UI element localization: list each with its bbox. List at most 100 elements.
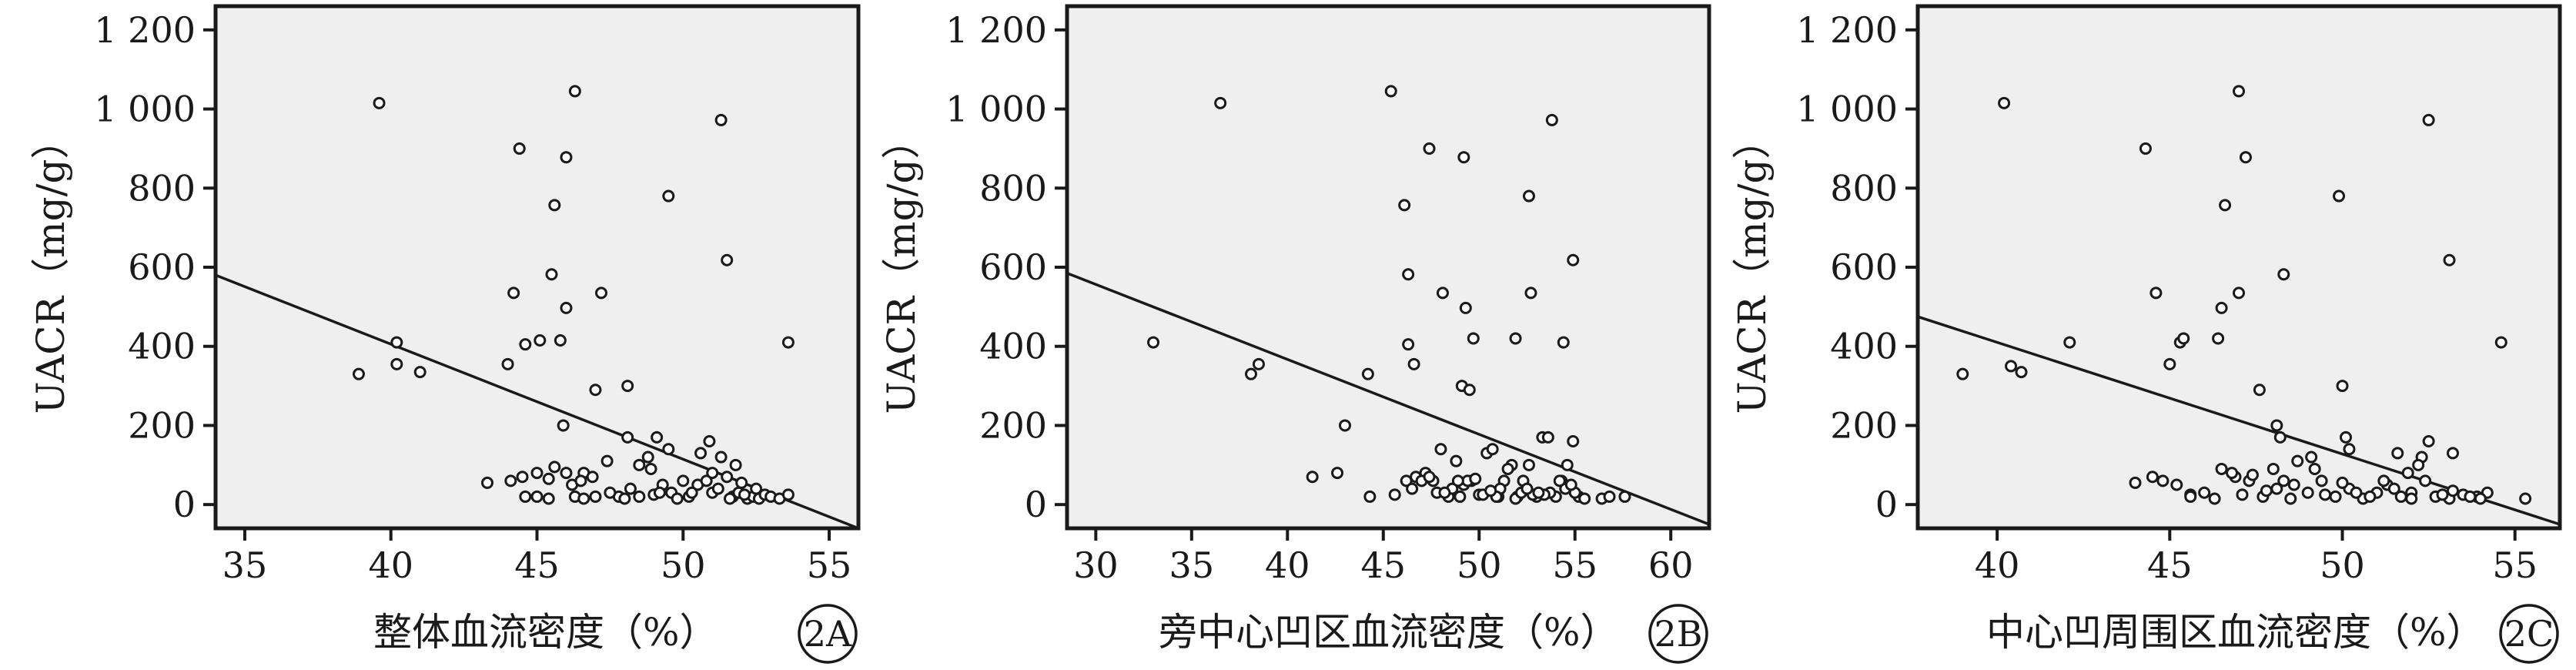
scatter-point: [2170, 478, 2183, 491]
y-tick-label: 200: [979, 404, 1047, 446]
scatter-point: [2129, 476, 2142, 489]
scatter-point: [1252, 357, 1265, 370]
scatter-point: [644, 462, 657, 475]
x-tick-label: 50: [661, 544, 706, 586]
scatter-point: [2350, 486, 2363, 499]
scatter-point: [738, 488, 751, 501]
scatter-point: [519, 338, 532, 351]
panel-tag-2a: 2A: [798, 604, 858, 664]
scatter-point: [2333, 189, 2346, 203]
scatter-point: [1457, 151, 1470, 164]
scatter-point: [1436, 286, 1449, 300]
x-tick-label: 40: [368, 544, 413, 586]
scatter-point: [1361, 367, 1374, 380]
scatter-point: [560, 467, 573, 480]
scatter-point: [530, 490, 544, 503]
panel-tag-label-2c: 2C: [2504, 613, 2554, 655]
scatter-point: [2156, 474, 2170, 487]
x-tick-label: 40: [1265, 544, 1310, 586]
scatter-point: [700, 474, 713, 487]
panel-tag-2c: 2C: [2499, 604, 2559, 664]
scatter-point: [534, 334, 547, 347]
scatter-point: [1423, 142, 1436, 155]
scatter-point: [586, 471, 599, 484]
scatter-point: [1423, 471, 1436, 484]
points-2a: [352, 85, 795, 505]
scatter-point: [2391, 447, 2404, 460]
panel-tag-label-2a: 2A: [804, 613, 852, 655]
scatter-point: [2343, 443, 2356, 456]
scatter-point: [1956, 367, 1969, 380]
x-tick-label: 55: [2492, 544, 2538, 586]
scatter-point: [750, 482, 763, 495]
y-axis-title-2c: UACR（mg/g）: [1730, 121, 1775, 414]
scatter-point: [2239, 151, 2252, 164]
scatter-point: [1553, 474, 1566, 487]
y-ticks-2c: 0 200 400 600 800 1 000 1 200: [1796, 9, 1918, 525]
scatter-point: [2219, 199, 2232, 212]
scatter-point: [1402, 338, 1415, 351]
scatter-point: [1459, 301, 1472, 314]
scatter-point: [2139, 142, 2152, 155]
scatter-point: [1484, 484, 1497, 497]
scatter-point: [2474, 492, 2487, 505]
scatter-point: [703, 435, 716, 447]
x-tick-label: 60: [1648, 544, 1694, 586]
scatter-point: [1454, 490, 1467, 503]
scatter-point: [1398, 199, 1411, 212]
scatter-point: [2015, 366, 2028, 379]
scatter-point: [1541, 430, 1554, 444]
scatter-point: [2284, 492, 2297, 505]
scatter-point: [2270, 419, 2283, 432]
scatter-point: [2226, 467, 2239, 480]
scatter-point: [1434, 443, 1447, 456]
scatter-point: [1306, 471, 1319, 484]
y-axis-title-2b: UACR（mg/g）: [879, 121, 924, 414]
y-tick-label: 0: [173, 484, 196, 525]
scatter-point: [1998, 96, 2011, 109]
scatter-point: [2301, 486, 2314, 499]
panel-tag-circle-2b: [1648, 604, 1708, 664]
y-tick-label: 1 200: [94, 9, 196, 51]
scatter-point: [2305, 451, 2318, 464]
panel-2c: 0 200 400 600 800 1 000 1 200 40 45 50 55 中心凹周围区血…: [1730, 4, 2562, 664]
scatter-point: [1407, 357, 1420, 370]
scatter-point: [1532, 486, 1545, 499]
scatter-point: [2291, 454, 2304, 467]
scatter-point: [560, 301, 573, 314]
y-ticks-2a: 0 200 400 600 800 1 000 1 200: [94, 9, 216, 525]
scatter-point: [604, 486, 617, 499]
scatter-point: [2436, 488, 2449, 501]
scatter-point: [1463, 384, 1476, 397]
scatter-point: [677, 474, 690, 487]
scatter-point: [729, 458, 742, 471]
scatter-point: [721, 471, 734, 484]
x-tick-label: 45: [2147, 544, 2193, 586]
scatter-point: [413, 366, 427, 379]
scatter-point: [1521, 482, 1534, 495]
scatter-point: [2387, 482, 2400, 495]
scatter-point: [557, 419, 570, 432]
scatter-point: [1214, 96, 1227, 109]
scatter-point: [373, 96, 386, 109]
scatter-point: [2212, 332, 2225, 345]
y-tick-label: 600: [1830, 246, 1898, 288]
scatter-point: [714, 113, 728, 126]
panel-tag-label-2b: 2B: [1654, 613, 1702, 655]
panel-tag-circle-2c: [2499, 604, 2559, 664]
scatter-point: [2319, 488, 2332, 501]
scatter-point: [2208, 492, 2221, 505]
x-tick-label: 45: [514, 544, 560, 586]
panel-tag-2b: 2B: [1648, 604, 1708, 664]
scatter-point: [711, 482, 724, 495]
scatter-point: [624, 482, 637, 495]
scatter-point: [2146, 471, 2159, 484]
x-tick-label: 35: [1169, 544, 1215, 586]
scatter-point: [1603, 490, 1616, 503]
scatter-point: [1363, 490, 1377, 503]
scatter-point: [545, 268, 558, 281]
scatter-point: [1522, 458, 1535, 471]
x-tick-label: 45: [1361, 544, 1407, 586]
x-axis-title-2c: 中心凹周围区血流密度（%）: [1986, 610, 2485, 655]
y-tick-label: 1 000: [1796, 89, 1898, 130]
